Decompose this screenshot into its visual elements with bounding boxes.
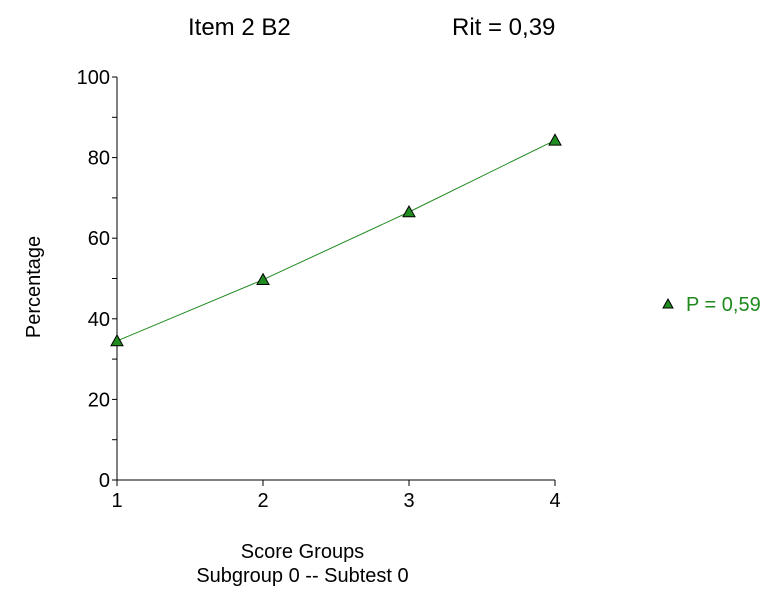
data-point [256, 272, 270, 286]
y-tick-label: 100 [77, 67, 110, 89]
chart-subtitle: Subgroup 0 -- Subtest 0 [196, 565, 409, 587]
series-p [110, 133, 562, 347]
y-tick-label: 80 [88, 148, 110, 170]
chart-title-item: Item 2 B2 [188, 14, 291, 41]
data-point [402, 204, 416, 218]
x-axis-ticks: 1 2 3 4 [111, 480, 561, 512]
y-axis-ticks: 0 20 40 60 80 100 [77, 67, 117, 492]
data-point [548, 133, 562, 146]
x-tick-label: 2 [257, 490, 268, 512]
legend-marker [662, 297, 674, 309]
series-line [116, 139, 556, 342]
legend: P = 0,59 [662, 294, 761, 316]
x-tick-label: 1 [111, 490, 122, 512]
y-axis-label: Percentage [23, 236, 45, 338]
y-tick-label: 60 [88, 228, 110, 250]
y-tick-label: 0 [99, 470, 110, 492]
chart-title-rit: Rit = 0,39 [452, 14, 556, 41]
data-point [110, 333, 124, 347]
x-axis-label: Score Groups [240, 541, 365, 563]
y-tick-label: 20 [88, 389, 110, 411]
x-tick-label: 4 [549, 490, 560, 512]
axes [116, 77, 555, 481]
legend-label: P = 0,59 [686, 294, 761, 316]
y-tick-label: 40 [88, 309, 110, 331]
x-tick-label: 3 [403, 490, 414, 512]
